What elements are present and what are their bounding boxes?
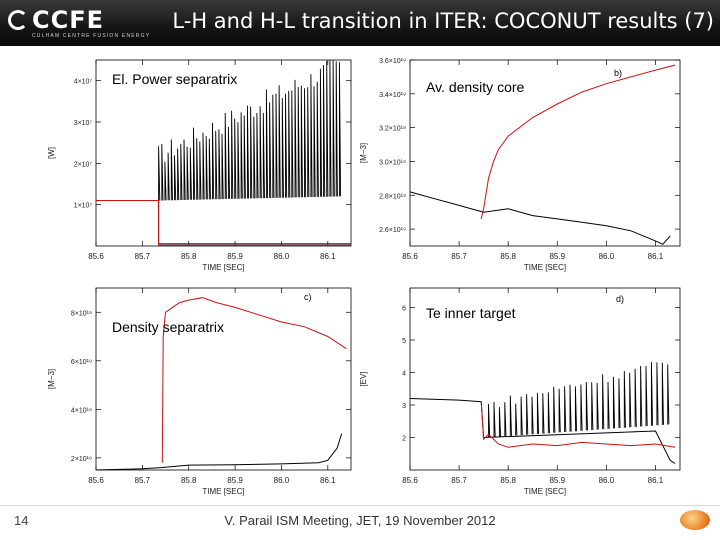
series-line-red — [480, 401, 676, 448]
panel-letter: b) — [614, 68, 622, 78]
x-axis-label: TIME [SEC] — [202, 263, 244, 272]
y-tick-label: 1×10⁷ — [74, 203, 93, 210]
y-tick-label: 4×10⁷ — [74, 79, 93, 86]
slide-header: CCFE CULHAM CENTRE FUSION ENERGY L-H and… — [0, 0, 720, 46]
chart-te-inner-target: 85.6 85.7 85.8 85.9 86.0 86.1 2 3 4 5 6 TIME [SEC] [… — [359, 287, 681, 496]
y-tick-label: 8×10¹⁹ — [71, 310, 92, 317]
x-tick-label: 85.9 — [227, 252, 243, 261]
x-tick-label: 86.1 — [320, 476, 336, 485]
y-axis-label: [W] — [47, 147, 56, 159]
y-tick-label: 2.6×10¹⁹ — [379, 227, 406, 234]
y-tick-label: 2.8×10¹⁹ — [379, 193, 406, 200]
series-line-red — [161, 297, 347, 463]
y-tick-label: 2×10¹⁹ — [71, 456, 92, 463]
chart-title: Av. density core — [426, 79, 525, 95]
logo-text: CCFE — [32, 6, 105, 34]
slide-title: L-H and H-L transition in ITER: COCONUT … — [172, 9, 714, 33]
y-axis-label: [M−3] — [359, 143, 368, 163]
x-tick-label: 85.6 — [88, 476, 104, 485]
x-tick-label: 85.7 — [451, 252, 467, 261]
x-tick-label: 86.0 — [274, 476, 290, 485]
y-tick-label: 4 — [402, 371, 406, 378]
chart-title: Te inner target — [426, 305, 516, 321]
jet-logo-icon — [680, 510, 710, 530]
plot-frame — [409, 287, 681, 471]
x-tick-label: 85.7 — [135, 476, 151, 485]
chart-av-density-core: 85.6 85.7 85.8 85.9 86.0 86.1 2.6×10¹⁹ 2.8×10¹⁹… — [359, 58, 681, 272]
y-tick-label: 3×10⁷ — [74, 120, 93, 127]
logo-subtext: CULHAM CENTRE FUSION ENERGY — [32, 33, 151, 39]
x-tick-label: 86.0 — [599, 252, 615, 261]
chart-title: El. Power separatrix — [112, 71, 237, 87]
panel-letter: c) — [304, 292, 312, 302]
series-spikes — [158, 60, 342, 201]
y-tick-label: 6×10¹⁹ — [71, 359, 92, 366]
x-tick-label: 86.1 — [648, 252, 664, 261]
x-tick-label: 86.1 — [648, 476, 664, 485]
plot-frame — [95, 59, 352, 247]
y-tick-label: 3.4×10¹⁹ — [379, 92, 406, 99]
x-tick-label: 85.7 — [135, 252, 151, 261]
series-line-black — [409, 191, 671, 245]
x-tick-label: 85.8 — [181, 252, 197, 261]
x-tick-label: 85.6 — [88, 252, 104, 261]
panel-letter: d) — [616, 294, 624, 304]
y-tick-label: 4×10¹⁹ — [71, 407, 92, 414]
x-axis-label: TIME [SEC] — [524, 263, 566, 272]
plot-frame — [95, 287, 352, 471]
y-tick-label: 6 — [402, 306, 406, 313]
footer-divider — [0, 505, 720, 506]
y-tick-label: 3.2×10¹⁹ — [379, 126, 406, 133]
chart-el-power-separatrix: 85.6 85.7 85.8 85.9 86.0 86.1 1×10⁷ 2×10⁷ 3×10⁷ 4… — [47, 59, 352, 272]
x-tick-label: 85.9 — [549, 252, 565, 261]
series-line-red — [480, 64, 676, 220]
series-line-red — [96, 200, 351, 246]
x-tick-label: 85.8 — [500, 476, 516, 485]
series-line-baseline — [96, 200, 351, 245]
footer-text: V. Parail ISM Meeting, JET, 19 November … — [224, 513, 496, 528]
slide-number: 14 — [14, 513, 29, 528]
x-tick-label: 85.6 — [402, 476, 418, 485]
series-line-black — [95, 433, 343, 471]
x-tick-label: 86.1 — [320, 252, 336, 261]
x-axis-label: TIME [SEC] — [202, 487, 244, 496]
y-tick-label: 5 — [402, 338, 406, 345]
y-tick-label: 3.6×10¹⁹ — [379, 58, 406, 65]
x-tick-label: 86.0 — [599, 476, 615, 485]
y-axis-label: [EV] — [359, 371, 368, 386]
ccfe-logo: CCFE CULHAM CENTRE FUSION ENERGY — [8, 6, 149, 42]
x-tick-label: 85.8 — [181, 476, 197, 485]
plot-frame — [409, 59, 681, 247]
x-tick-label: 85.6 — [402, 252, 418, 261]
y-tick-label: 3 — [402, 403, 406, 410]
chart-title: Density separatrix — [112, 319, 224, 335]
x-tick-label: 85.9 — [227, 476, 243, 485]
series-spikes — [488, 361, 670, 438]
x-tick-label: 85.8 — [500, 252, 516, 261]
chart-density-separatrix: 85.6 85.7 85.8 85.9 86.0 86.1 2×10¹⁹ 4×10¹⁹ 6×10… — [47, 287, 352, 496]
y-tick-label: 2×10⁷ — [74, 161, 93, 168]
x-axis-label: TIME [SEC] — [524, 487, 566, 496]
y-tick-label: 3.0×10¹⁹ — [379, 159, 406, 166]
x-tick-label: 85.9 — [549, 476, 565, 485]
ccfe-logo-icon — [8, 10, 28, 30]
y-axis-label: [M−3] — [47, 369, 56, 389]
x-tick-label: 86.0 — [274, 252, 290, 261]
y-tick-label: 2 — [402, 436, 406, 443]
x-tick-label: 85.7 — [451, 476, 467, 485]
